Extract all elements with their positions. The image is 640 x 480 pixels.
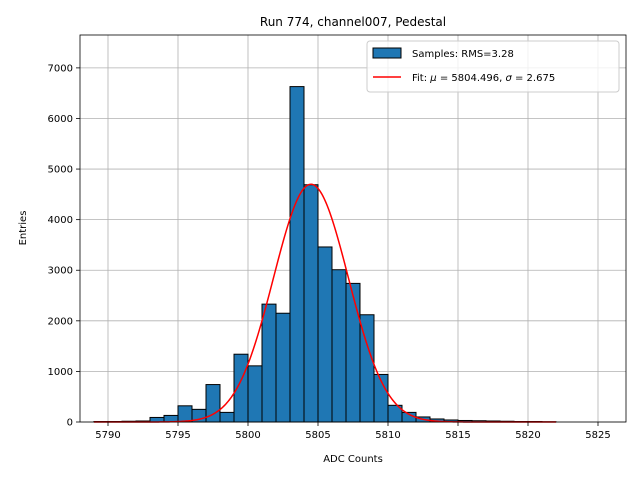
histogram-bar	[177, 405, 193, 423]
x-tick-label: 5800	[235, 430, 260, 441]
legend-fit-prefix: Fit:	[412, 73, 430, 84]
plot-frame	[79, 34, 627, 423]
y-tick-label: 7000	[48, 63, 73, 74]
histogram-bar	[345, 282, 361, 423]
x-tick-label: 5795	[165, 430, 190, 441]
legend: Samples: RMS=3.28 Fit: μ = 5804.496, σ =…	[366, 40, 620, 93]
histogram-bar	[331, 269, 347, 423]
y-tick-label: 4000	[48, 215, 73, 226]
legend-fit-mu-symbol: μ	[429, 73, 436, 84]
chart-title: Run 774, channel007, Pedestal	[260, 15, 446, 29]
x-tick-label: 5815	[445, 430, 470, 441]
y-tick-label: 1000	[48, 367, 73, 378]
y-tick-label: 5000	[48, 165, 73, 176]
legend-label-samples: Samples: RMS=3.28	[412, 49, 514, 60]
y-tick-label: 0	[67, 418, 73, 429]
histogram-bar	[289, 86, 305, 423]
y-tick-label: 2000	[48, 316, 73, 327]
x-axis-ticks: 5790 5795 5800 5805 5810 5815 5820 5825	[95, 422, 611, 441]
legend-swatch-samples	[372, 47, 402, 59]
legend-fit-sigma-symbol: σ	[505, 73, 512, 84]
x-tick-label: 5825	[585, 430, 610, 441]
histogram-bar	[219, 411, 235, 423]
histogram-bar	[317, 246, 333, 423]
histogram-bar	[275, 312, 291, 423]
legend-fit-mu-value: = 5804.496,	[437, 73, 506, 84]
legend-label-fit: Fit: μ = 5804.496, σ = 2.675	[412, 73, 555, 84]
legend-box	[366, 40, 620, 93]
legend-fit-sigma-value: = 2.675	[512, 73, 555, 84]
x-tick-label: 5790	[95, 430, 120, 441]
y-axis-ticks: 0 1000 2000 3000 4000 5000 6000 7000	[48, 63, 80, 429]
histogram-bar	[261, 303, 277, 423]
x-tick-label: 5820	[515, 430, 540, 441]
histogram-bar	[303, 184, 319, 423]
x-tick-label: 5810	[375, 430, 400, 441]
y-tick-label: 6000	[48, 114, 73, 125]
histogram-bar	[233, 353, 249, 423]
x-tick-label: 5805	[305, 430, 330, 441]
x-axis-label: ADC Counts	[323, 454, 383, 465]
y-tick-label: 3000	[48, 266, 73, 277]
histogram-bar	[247, 365, 263, 423]
y-axis-label: Entries	[18, 211, 29, 246]
